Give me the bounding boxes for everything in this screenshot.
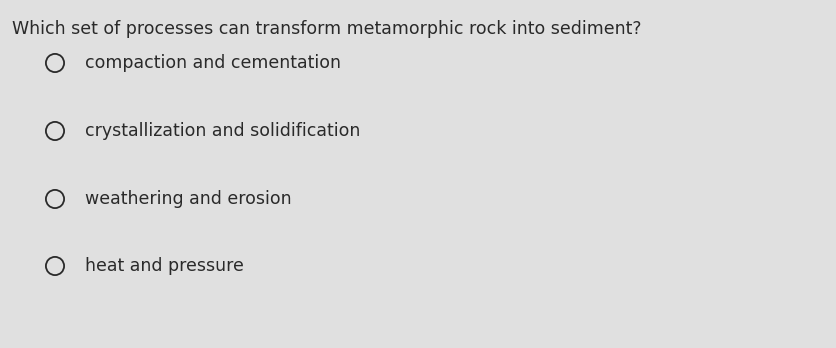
Point: [48, 60, 62, 66]
Point: [48, 128, 62, 134]
Text: heat and pressure: heat and pressure: [85, 257, 243, 275]
Text: weathering and erosion: weathering and erosion: [85, 190, 291, 208]
Text: compaction and cementation: compaction and cementation: [85, 54, 340, 72]
Text: Which set of processes can transform metamorphic rock into sediment?: Which set of processes can transform met…: [12, 20, 640, 38]
Point: [48, 196, 62, 202]
Point: [48, 263, 62, 269]
Text: crystallization and solidification: crystallization and solidification: [85, 122, 360, 140]
